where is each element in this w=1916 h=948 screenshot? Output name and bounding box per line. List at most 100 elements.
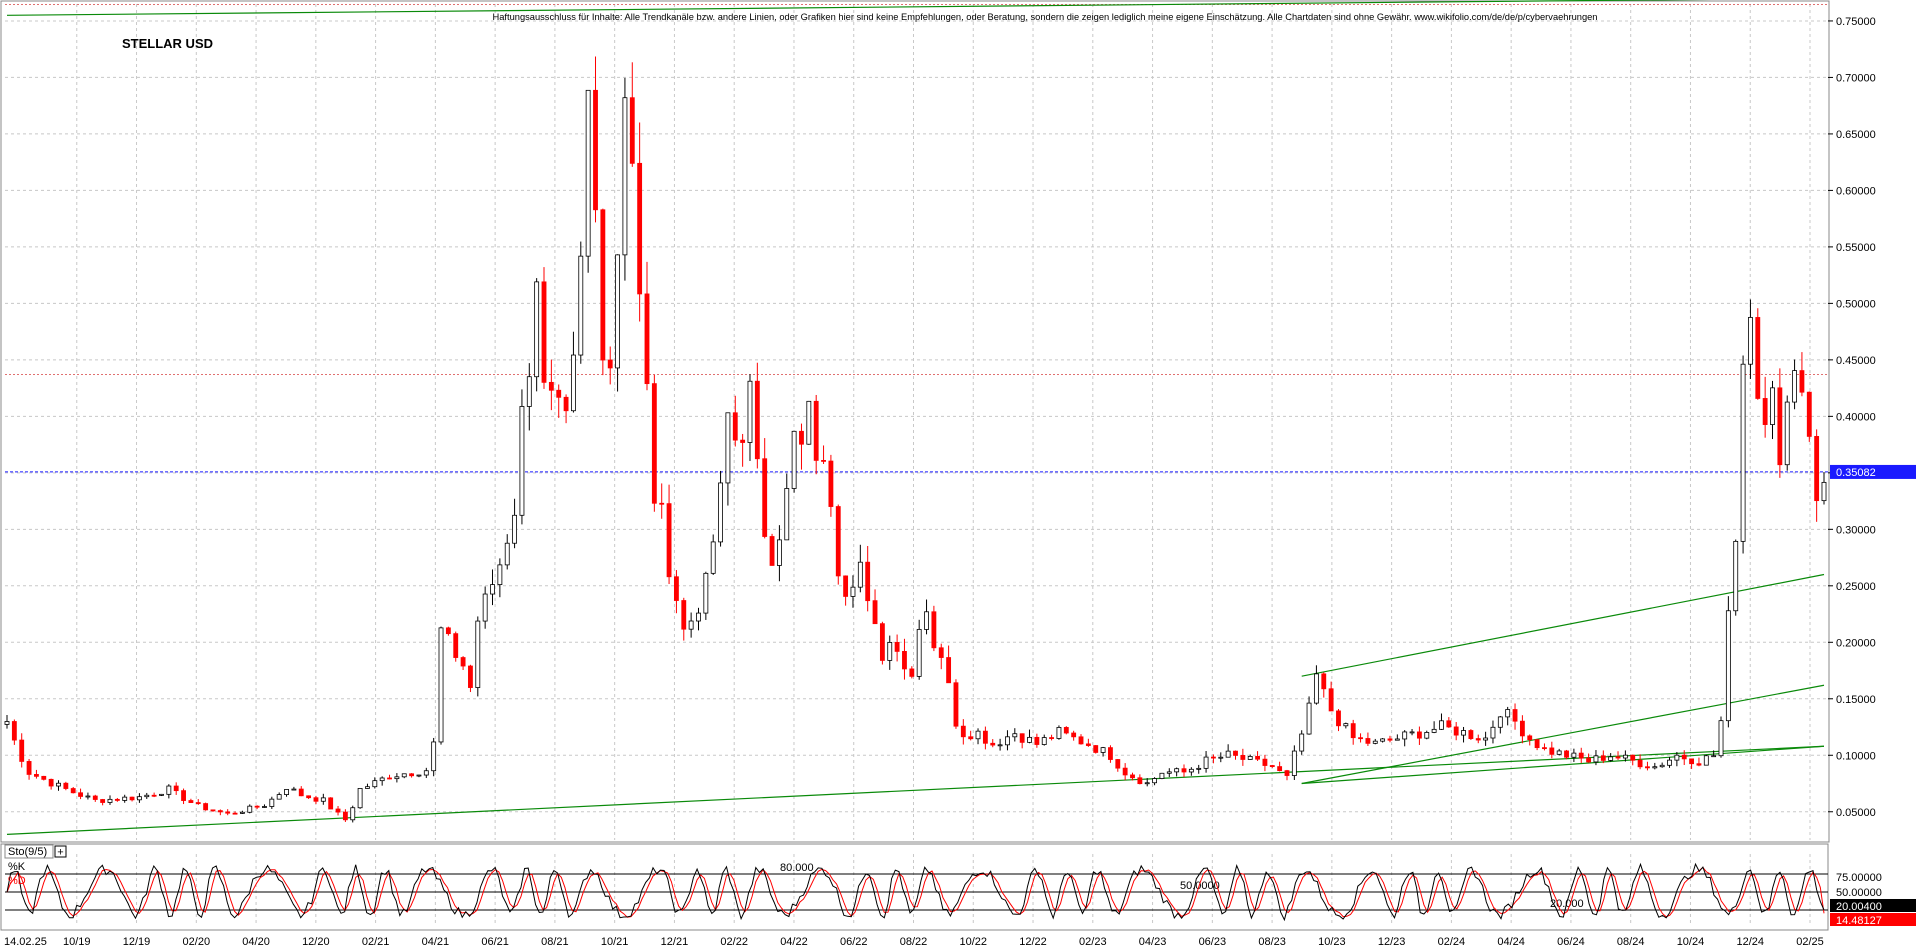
x-tick-label: 04/20	[242, 936, 270, 948]
candle-body	[1122, 767, 1128, 776]
candle-body	[865, 561, 871, 602]
candle-body	[1409, 731, 1415, 734]
candle-body	[953, 682, 959, 727]
x-tick-label: 04/24	[1497, 936, 1525, 948]
candle-body	[813, 400, 819, 461]
candles	[4, 56, 1827, 823]
candle-body	[1733, 540, 1739, 612]
y-tick-label: 0.45000	[1836, 355, 1876, 367]
stochastic-header[interactable]: Sto(9/5) +	[4, 844, 67, 859]
candle-body	[1041, 737, 1047, 745]
candle-body	[114, 798, 120, 801]
candle-body	[225, 811, 231, 814]
x-tick-label: 10/21	[601, 936, 629, 948]
candle-body	[276, 794, 282, 800]
candle-body	[504, 542, 510, 566]
candle-body	[210, 809, 216, 812]
candle-body	[1262, 758, 1268, 766]
candle-body	[1137, 777, 1143, 785]
candle-body	[1512, 709, 1518, 722]
candle-body	[11, 721, 17, 741]
candle-body	[644, 293, 650, 385]
candle-body	[1453, 726, 1459, 736]
candle-body	[1674, 754, 1680, 761]
candle-body	[732, 412, 738, 441]
candle-body	[181, 790, 186, 801]
x-tick-label: 08/21	[541, 936, 569, 948]
candle-body	[1365, 738, 1371, 744]
current-price-label: 0.35082	[1836, 467, 1876, 479]
k-value-badge	[1830, 898, 1916, 912]
candle-body	[1571, 752, 1577, 758]
candle-body	[1159, 772, 1165, 779]
candle-body	[1696, 763, 1702, 766]
candle-body	[1027, 736, 1032, 743]
candle-body	[1380, 738, 1386, 742]
x-tick-label: 12/22	[1019, 936, 1047, 948]
candle-body	[1269, 765, 1275, 767]
legend-k: %K	[8, 861, 26, 873]
candle-body	[1586, 757, 1592, 763]
candle-body	[990, 742, 996, 746]
candle-body	[1247, 756, 1253, 760]
candle-body	[703, 572, 709, 614]
stochastic-tick-label: 75.00000	[1836, 872, 1882, 884]
trend-line	[1301, 684, 1825, 785]
candle-body	[1718, 720, 1724, 757]
y-tick-label: 0.30000	[1836, 524, 1876, 536]
candle-body	[166, 785, 172, 795]
candle-body	[1416, 731, 1422, 739]
y-tick-label: 0.25000	[1836, 581, 1876, 593]
candle-body	[968, 736, 974, 740]
trend-line	[6, 745, 1825, 835]
candle-body	[1505, 709, 1511, 718]
series-k-line	[6, 862, 1825, 922]
candle-body	[1130, 774, 1135, 779]
x-tick-label: 06/21	[481, 936, 509, 948]
candle-body	[1284, 770, 1290, 776]
candle-body	[56, 782, 61, 787]
candle-body	[850, 586, 856, 597]
candle-body	[688, 620, 694, 630]
candle-body	[637, 162, 643, 295]
x-tick-label: 12/19	[123, 936, 151, 948]
candle-body	[342, 811, 348, 821]
x-tick-label: 02/20	[183, 936, 211, 948]
candle-body	[1534, 739, 1540, 749]
candle-body	[1806, 391, 1812, 437]
x-tick-label: 12/21	[661, 936, 689, 948]
candle-body	[1313, 673, 1319, 704]
candle-body	[1225, 750, 1231, 758]
expand-icon[interactable]	[54, 845, 67, 858]
candle-body	[306, 795, 312, 799]
candle-body	[1100, 747, 1106, 753]
price-grid	[5, 4, 1828, 926]
candle-body	[909, 668, 915, 677]
candle-body	[696, 612, 701, 622]
candle-body	[1762, 398, 1768, 425]
candle-body	[718, 482, 723, 543]
y-tick-label: 0.05000	[1836, 807, 1876, 819]
candle-body	[1078, 736, 1084, 745]
candle-body	[100, 799, 106, 803]
candle-body	[497, 564, 503, 586]
stochastic-name: Sto(9/5)	[8, 846, 47, 858]
candle-body	[409, 773, 415, 777]
y-tick-label: 0.15000	[1836, 694, 1876, 706]
candle-body	[681, 600, 687, 630]
candle-body	[1637, 759, 1643, 768]
candle-body	[585, 89, 591, 257]
candle-body	[1181, 768, 1187, 773]
candle-body	[1063, 727, 1069, 734]
candle-body	[490, 584, 495, 595]
candle-body	[1277, 766, 1283, 772]
candle-body	[938, 647, 944, 658]
candle-body	[1328, 688, 1334, 712]
candle-body	[769, 536, 775, 566]
candle-body	[1564, 750, 1569, 758]
trend-line	[1301, 745, 1825, 785]
candle-body	[129, 796, 135, 801]
candle-body	[416, 774, 422, 777]
candle-body	[902, 651, 907, 670]
candle-body	[1174, 768, 1180, 773]
